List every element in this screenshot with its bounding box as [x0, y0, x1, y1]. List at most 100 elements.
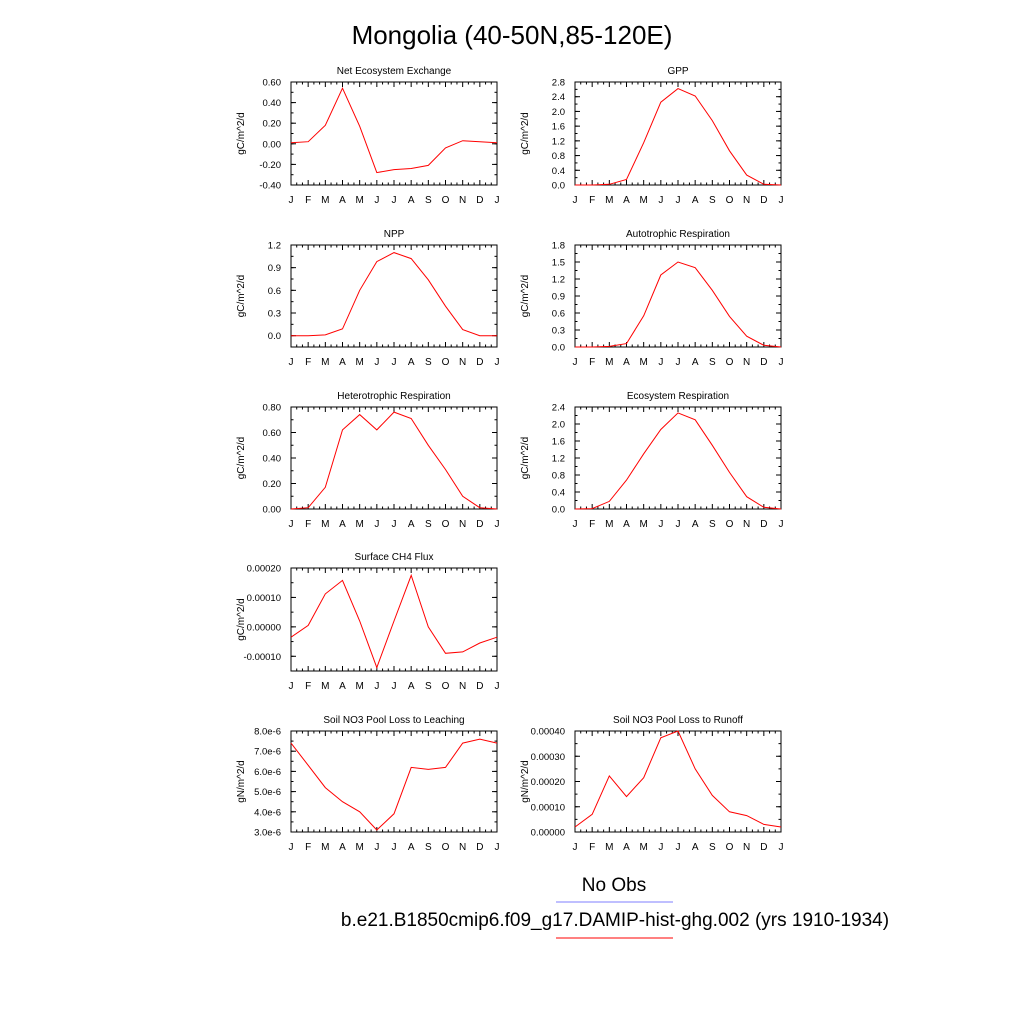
y-tick-label: 0.40: [263, 454, 282, 465]
y-tick-label: 0.80: [263, 403, 282, 414]
x-tick-label: M: [605, 519, 613, 530]
x-tick-label: J: [573, 842, 578, 853]
y-tick-label: 0.8: [552, 471, 565, 482]
x-tick-label: M: [355, 357, 363, 368]
y-tick-label: 1.8: [552, 241, 565, 252]
x-tick-label: M: [639, 519, 647, 530]
y-tick-label: 0.00000: [247, 622, 281, 633]
x-tick-label: D: [476, 681, 483, 692]
x-tick-label: J: [676, 519, 681, 530]
x-tick-label: J: [658, 519, 663, 530]
x-tick-label: A: [692, 842, 699, 853]
y-tick-label: 0.60: [263, 78, 282, 89]
x-tick-label: O: [442, 357, 450, 368]
y-tick-label: 7.0e-6: [254, 747, 281, 758]
x-tick-label: O: [442, 519, 450, 530]
x-tick-label: J: [495, 519, 500, 530]
y-tick-label: -0.40: [259, 181, 281, 192]
legend: No Obs b.e21.B1850cmip6.f09_g17.DAMIP-hi…: [341, 875, 889, 939]
panel-frame: [574, 406, 782, 510]
x-tick-label: A: [339, 681, 346, 692]
x-tick-label: J: [289, 195, 294, 206]
x-tick-label: J: [374, 519, 379, 530]
x-tick-label: F: [589, 519, 595, 530]
y-tick-label: 6.0e-6: [254, 767, 281, 778]
y-axis-label: gN/m^2/d: [236, 760, 247, 803]
x-tick-label: A: [692, 195, 699, 206]
y-tick-label: 8.0e-6: [254, 727, 281, 738]
x-tick-label: N: [743, 195, 750, 206]
y-axis-label: gC/m^2/d: [236, 275, 247, 318]
y-tick-label: 0.00: [263, 505, 282, 516]
y-tick-label: 0.9: [268, 263, 281, 274]
x-tick-label: J: [392, 681, 397, 692]
x-tick-label: O: [442, 842, 450, 853]
x-tick-label: S: [709, 357, 716, 368]
x-tick-label: D: [476, 195, 483, 206]
x-tick-label: D: [760, 842, 767, 853]
x-tick-label: J: [392, 357, 397, 368]
x-tick-label: A: [408, 842, 415, 853]
x-tick-label: S: [709, 842, 716, 853]
x-tick-label: O: [726, 519, 734, 530]
x-tick-label: F: [305, 681, 311, 692]
x-tick-label: A: [339, 842, 346, 853]
panel-title: Soil NO3 Pool Loss to Runoff: [613, 715, 743, 726]
x-tick-label: A: [408, 519, 415, 530]
x-tick-label: A: [339, 357, 346, 368]
y-tick-label: 4.0e-6: [254, 807, 281, 818]
x-tick-label: D: [760, 519, 767, 530]
y-tick-label: 0.4: [552, 488, 565, 499]
y-tick-label: 0.20: [263, 479, 282, 490]
series-line: [291, 252, 497, 337]
x-tick-label: M: [605, 195, 613, 206]
x-tick-label: M: [639, 357, 647, 368]
x-tick-label: A: [692, 519, 699, 530]
y-tick-label: 0.0: [552, 505, 565, 516]
x-tick-label: D: [476, 519, 483, 530]
x-tick-label: M: [639, 195, 647, 206]
y-axis-label: gC/m^2/d: [520, 275, 531, 318]
panel-title: Heterotrophic Respiration: [337, 391, 450, 402]
x-tick-label: J: [289, 357, 294, 368]
x-tick-label: J: [573, 195, 578, 206]
x-tick-label: S: [425, 357, 432, 368]
series-line: [290, 86, 498, 174]
panel-title: Soil NO3 Pool Loss to Leaching: [323, 715, 464, 726]
x-tick-label: A: [692, 357, 699, 368]
x-tick-label: F: [305, 357, 311, 368]
y-axis-label: gC/m^2/d: [520, 112, 531, 155]
y-tick-label: -0.00010: [243, 652, 281, 663]
figure-title: Mongolia (40-50N,85-120E): [352, 20, 673, 50]
x-tick-label: A: [408, 681, 415, 692]
panel-title: NPP: [384, 229, 405, 240]
x-tick-label: N: [459, 195, 466, 206]
y-tick-label: 0.3: [268, 309, 281, 320]
x-tick-label: A: [623, 357, 630, 368]
y-axis-label: gC/m^2/d: [520, 437, 531, 480]
y-axis-label: gC/m^2/d: [236, 112, 247, 155]
y-tick-label: 2.0: [552, 420, 565, 431]
panel-title: Autotrophic Respiration: [626, 229, 730, 240]
x-tick-label: J: [289, 519, 294, 530]
x-tick-label: M: [355, 681, 363, 692]
x-tick-label: A: [623, 519, 630, 530]
y-tick-label: 2.4: [552, 403, 565, 414]
x-tick-label: N: [459, 842, 466, 853]
x-tick-label: S: [425, 681, 432, 692]
x-tick-label: J: [779, 842, 784, 853]
x-tick-label: M: [355, 519, 363, 530]
panel-title: Net Ecosystem Exchange: [337, 66, 452, 77]
y-tick-label: 1.6: [552, 437, 565, 448]
x-tick-label: J: [676, 842, 681, 853]
x-tick-label: J: [374, 357, 379, 368]
x-tick-label: O: [726, 842, 734, 853]
x-tick-label: S: [425, 195, 432, 206]
x-tick-label: J: [495, 842, 500, 853]
x-tick-label: F: [589, 842, 595, 853]
x-tick-label: O: [726, 357, 734, 368]
